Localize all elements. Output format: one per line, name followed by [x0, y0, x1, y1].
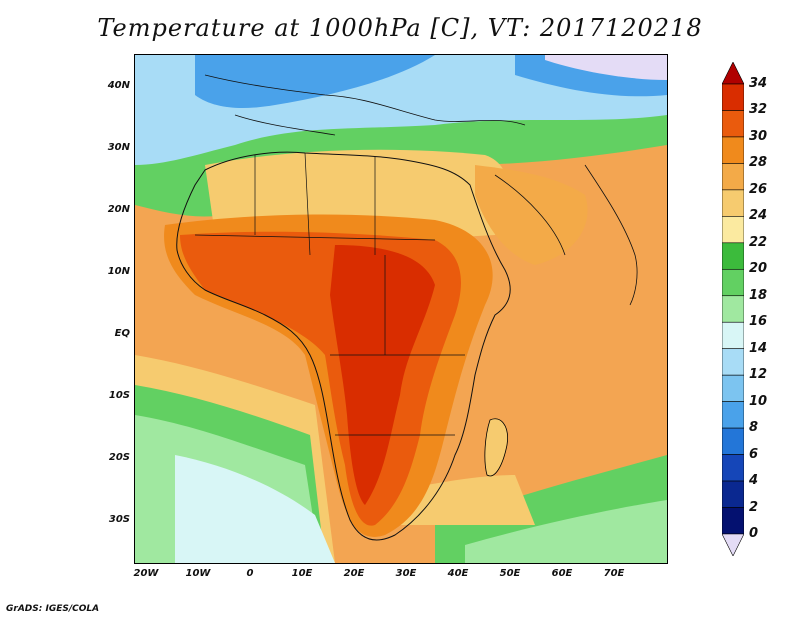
- colorbar-label: 8: [749, 420, 759, 436]
- colorbar-segment: [722, 216, 744, 244]
- temperature-map: [134, 54, 668, 564]
- colorbar-segment: [722, 163, 744, 191]
- colorbar-label: 6: [749, 446, 759, 462]
- colorbar-label: 4: [749, 473, 759, 489]
- colorbar-label: 14: [749, 340, 768, 356]
- colorbar-segment: [722, 242, 744, 270]
- colorbar-label: 0: [749, 526, 759, 541]
- colorbar-label: 18: [749, 287, 768, 303]
- lon-label-10w: 10W: [185, 568, 211, 579]
- africa-coastline: [176, 151, 511, 541]
- colorbar-under-triangle: [722, 533, 744, 556]
- colorbar-segment: [722, 83, 744, 111]
- colorbar-label: 22: [749, 234, 768, 250]
- lon-label-70e: 70E: [603, 568, 625, 579]
- colorbar-segment: [722, 374, 744, 402]
- lon-label-20e: 20E: [343, 568, 365, 579]
- colorbar-label: 12: [749, 367, 768, 383]
- asia-coastline: [494, 164, 638, 306]
- lat-label-30n: 30N: [107, 142, 130, 153]
- lon-label-20w: 20W: [133, 568, 159, 579]
- lat-label-40n: 40N: [107, 80, 130, 91]
- colorbar-segment: [722, 136, 744, 164]
- colorbar-label: 26: [749, 181, 768, 197]
- colorbar-label: 34: [749, 76, 768, 91]
- colorbar-label: 32: [749, 102, 768, 118]
- grads-credit: GrADS: IGES/COLA: [6, 604, 100, 614]
- colorbar-label: 20: [749, 261, 768, 277]
- lat-label-10s: 10S: [108, 390, 130, 401]
- colorbar-segment: [722, 401, 744, 429]
- africa-hottest-core: [330, 245, 435, 505]
- madagascar: [484, 418, 508, 477]
- colorbar-segment: [722, 321, 744, 350]
- colorbar-segment: [722, 427, 744, 455]
- europe-cold-band: [195, 55, 435, 108]
- colorbar-label: 2: [749, 499, 759, 515]
- lon-label-60e: 60E: [551, 568, 573, 579]
- europe-coastline: [204, 74, 526, 136]
- colorbar-over-triangle: [722, 62, 744, 85]
- southern-indian-ocean-lightgreen: [465, 500, 667, 563]
- colorbar-segment: [722, 110, 744, 138]
- map-canvas: [135, 55, 667, 563]
- asia-below-zero: [545, 55, 667, 80]
- colorbar-label: 16: [749, 314, 768, 330]
- colorbar-label: 28: [749, 155, 768, 171]
- lat-label-eq: EQ: [114, 328, 130, 339]
- lon-label-0: 0: [246, 568, 254, 579]
- lat-label-20s: 20S: [108, 452, 130, 463]
- colorbar-segment: [722, 454, 744, 482]
- colorbar-segment: [722, 189, 744, 217]
- colorbar-label: 10: [749, 393, 768, 409]
- arabian-peninsula: [475, 165, 588, 265]
- lon-label-50e: 50E: [499, 568, 521, 579]
- colorbar-segment: [722, 295, 744, 323]
- colorbar-label: 30: [749, 128, 768, 144]
- colorbar-segment: [722, 348, 744, 376]
- lon-label-10e: 10E: [291, 568, 313, 579]
- colorbar-label: 24: [749, 208, 768, 224]
- lon-label-40e: 40E: [447, 568, 469, 579]
- colorbar-segment: [722, 480, 744, 508]
- south-atlantic-cool-band: [175, 455, 335, 563]
- map-title: Temperature at 1000hPa [C], VT: 20171202…: [97, 14, 703, 42]
- country-borders: [194, 152, 465, 436]
- colorbar-segment: [722, 268, 744, 297]
- lon-label-30e: 30E: [395, 568, 417, 579]
- colorbar-segment: [722, 507, 744, 535]
- lat-label-20n: 20N: [107, 204, 130, 215]
- lat-label-30s: 30S: [108, 514, 130, 525]
- lat-label-10n: 10N: [107, 266, 130, 277]
- colorbar: [722, 62, 744, 556]
